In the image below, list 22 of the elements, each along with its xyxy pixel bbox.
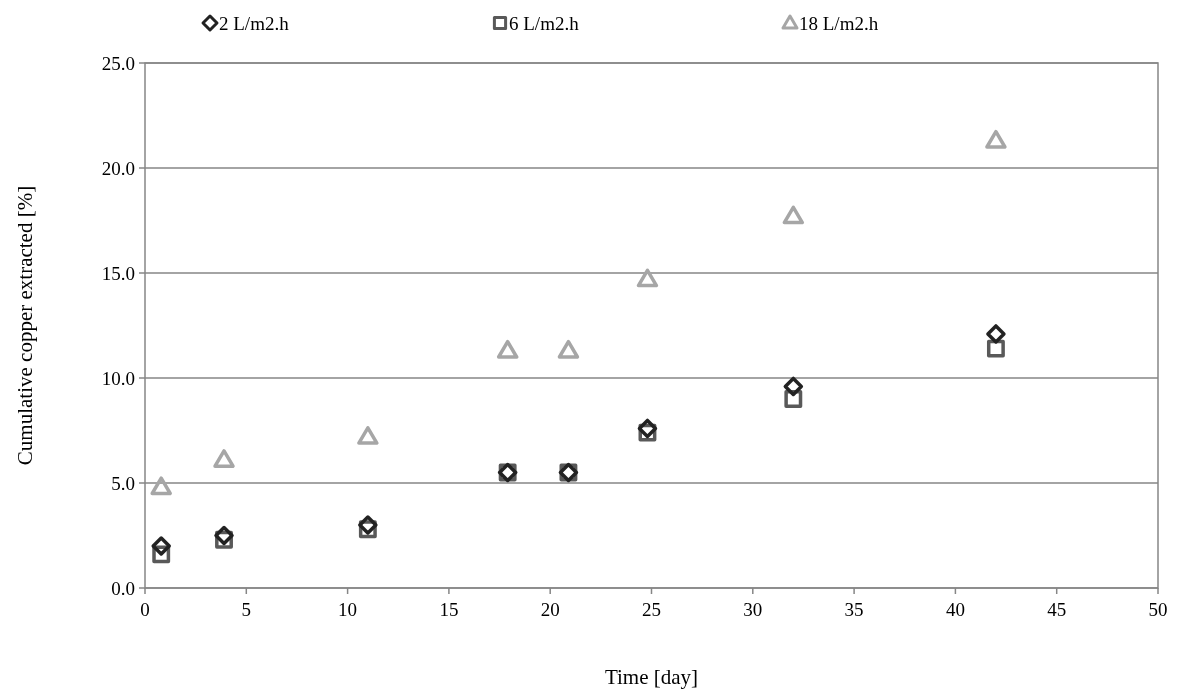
x-tick-label: 30 [743, 599, 763, 620]
x-tick-label: 10 [338, 599, 358, 620]
x-tick-label: 20 [540, 599, 560, 620]
y-tick-label: 25.0 [101, 52, 135, 74]
y-tick-label: 5.0 [111, 472, 135, 494]
x-tick-label: 5 [241, 599, 252, 620]
x-tick-label: 25 [642, 599, 661, 620]
x-tick-label: 35 [844, 599, 864, 620]
y-tick-label: 20.0 [101, 157, 135, 179]
x-tick-label: 15 [439, 599, 459, 620]
y-tick-label: 15.0 [101, 262, 135, 284]
x-tick-label: 0 [140, 599, 150, 620]
x-tick-label: 45 [1047, 599, 1067, 620]
x-axis-title: Time [day] [604, 665, 699, 689]
legend-label: 2 L/m2.h [219, 12, 290, 34]
legend-label: 6 L/m2.h [509, 12, 580, 34]
y-tick-label: 0.0 [111, 577, 135, 599]
y-tick-label: 10.0 [101, 367, 135, 389]
x-tick-label: 50 [1148, 599, 1168, 620]
y-axis-title: Cumulative copper extracted [%] [13, 185, 37, 466]
legend-label: 18 L/m2.h [799, 12, 879, 34]
x-tick-label: 40 [945, 599, 965, 620]
